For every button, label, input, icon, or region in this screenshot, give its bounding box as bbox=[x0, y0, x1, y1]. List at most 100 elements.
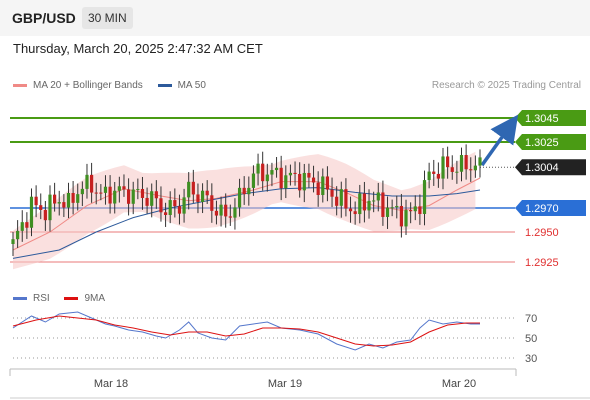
candle-body bbox=[353, 211, 357, 215]
candle bbox=[367, 189, 371, 219]
rsi-legend: RSI 9MA bbox=[13, 293, 105, 304]
candle bbox=[187, 172, 191, 210]
candle bbox=[76, 183, 80, 211]
symbol-title: GBP/USD bbox=[12, 10, 76, 26]
candle-body bbox=[16, 230, 20, 240]
candle bbox=[242, 176, 246, 205]
candle-body bbox=[224, 204, 228, 217]
candle bbox=[265, 163, 269, 192]
legend-label-rsi: RSI bbox=[33, 293, 50, 304]
candle-body bbox=[214, 210, 219, 216]
candle-body bbox=[90, 174, 94, 193]
candle-body bbox=[228, 216, 232, 218]
candle bbox=[446, 146, 450, 179]
candle-body bbox=[478, 157, 482, 166]
candle bbox=[113, 181, 117, 214]
x-axis: Mar 18 Mar 19 Mar 20 bbox=[9, 368, 590, 399]
level-tag-3 bbox=[515, 200, 586, 216]
candle bbox=[256, 153, 260, 186]
level-label-5: 1.2925 bbox=[525, 257, 559, 269]
candle bbox=[205, 180, 209, 204]
candle bbox=[66, 182, 71, 219]
candle-body bbox=[99, 192, 103, 194]
candle-body bbox=[117, 186, 121, 191]
candle-body bbox=[251, 173, 256, 188]
candle bbox=[71, 180, 75, 215]
x-tick-label-0: Mar 18 bbox=[94, 378, 128, 390]
candle-body bbox=[256, 163, 260, 174]
candle bbox=[163, 202, 168, 227]
level-label-0: 1.3045 bbox=[525, 113, 559, 125]
timeframe-button[interactable]: 30 MIN bbox=[82, 7, 133, 29]
candle bbox=[353, 201, 357, 225]
candle-body bbox=[302, 172, 306, 191]
candle-body bbox=[163, 212, 168, 215]
candle-body bbox=[219, 204, 223, 216]
candle-body bbox=[57, 202, 61, 204]
candle bbox=[196, 183, 200, 214]
candle-body bbox=[298, 173, 302, 191]
candle bbox=[413, 195, 417, 221]
price-levels: 1.3045 1.3025 1.3004 1.2970 1.2950 1.2925 bbox=[10, 110, 586, 269]
candle bbox=[385, 196, 390, 229]
candle bbox=[117, 176, 121, 203]
legend-label-rsi-ma: 9MA bbox=[84, 293, 106, 304]
candle bbox=[358, 184, 362, 224]
candle-body bbox=[381, 192, 385, 217]
candle bbox=[20, 210, 24, 242]
candle-body bbox=[372, 200, 376, 202]
candle-body bbox=[71, 192, 75, 203]
legend-label-ma50: MA 50 bbox=[177, 80, 206, 91]
level-label-3: 1.2970 bbox=[525, 203, 559, 215]
candle-body bbox=[11, 239, 15, 244]
candle-body bbox=[404, 210, 408, 227]
level-label-2: 1.3004 bbox=[525, 162, 559, 174]
candle bbox=[108, 175, 112, 214]
legend-swatch-ma20 bbox=[13, 83, 27, 87]
source-credit: Research © 2025 Trading Central bbox=[431, 80, 581, 91]
candle bbox=[57, 190, 61, 216]
candle-body bbox=[145, 197, 149, 206]
candle bbox=[311, 165, 316, 193]
candle-body bbox=[339, 189, 343, 206]
candle bbox=[219, 196, 223, 227]
candle bbox=[441, 147, 445, 190]
candle bbox=[399, 193, 403, 238]
candle-body bbox=[446, 156, 450, 168]
candle bbox=[469, 157, 473, 182]
candle bbox=[284, 165, 288, 199]
candle bbox=[330, 177, 334, 208]
candle-body bbox=[284, 175, 288, 189]
candle bbox=[478, 149, 482, 178]
candle bbox=[372, 191, 376, 213]
candle bbox=[103, 175, 108, 205]
candle bbox=[224, 193, 228, 228]
candle bbox=[404, 199, 408, 236]
candle bbox=[422, 170, 427, 226]
candle-body bbox=[122, 186, 126, 190]
candle bbox=[48, 185, 52, 232]
candle bbox=[344, 178, 348, 217]
candle-body bbox=[136, 188, 140, 190]
candle bbox=[80, 181, 84, 207]
legend-swatch-rsi bbox=[13, 296, 27, 300]
candle bbox=[298, 162, 302, 198]
candle bbox=[34, 185, 38, 218]
candle bbox=[145, 187, 149, 214]
level-tag-1 bbox=[515, 134, 586, 150]
candle-body bbox=[288, 172, 293, 176]
candle-body bbox=[159, 198, 163, 213]
main-legend: MA 20 + Bollinger Bands MA 50 bbox=[13, 80, 206, 91]
candle-body bbox=[168, 200, 172, 215]
candle bbox=[348, 196, 353, 223]
level-label-1: 1.3025 bbox=[525, 137, 559, 149]
header-bar: GBP/USD 30 MIN bbox=[0, 0, 590, 36]
candle bbox=[90, 162, 94, 203]
candle-body bbox=[436, 173, 440, 179]
candle-body bbox=[62, 202, 66, 208]
candle bbox=[11, 232, 15, 256]
candle-body bbox=[113, 190, 117, 204]
candle-body bbox=[20, 222, 24, 231]
candle-body bbox=[274, 167, 279, 171]
candle bbox=[321, 168, 325, 203]
